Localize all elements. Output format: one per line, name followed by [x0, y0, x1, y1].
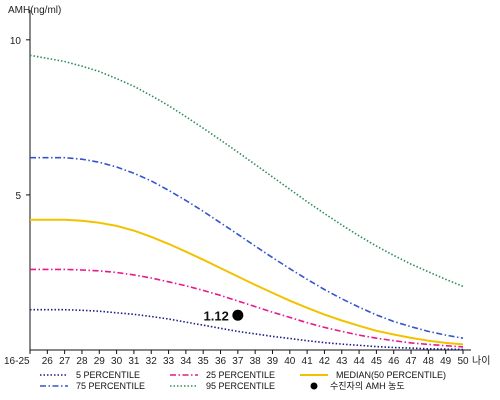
x-tick-label: 31: [128, 356, 140, 367]
y-tick-label: 5: [15, 191, 21, 202]
y-axis-title: AMH(ng/ml): [8, 5, 61, 16]
x-tick-label: 32: [146, 356, 158, 367]
x-tick-label: 30: [111, 356, 123, 367]
x-tick-label: 37: [232, 356, 244, 367]
x-tick-label: 26: [42, 356, 54, 367]
x-tick-label: 46: [388, 356, 400, 367]
x-axis-title: 나이: [472, 355, 490, 367]
series-line-25-percentile: [30, 268, 464, 348]
series-line-75-percentile: [30, 156, 464, 339]
x-tick-label: 39: [267, 356, 279, 367]
x-tick-label: 47: [405, 356, 417, 367]
x-tick-label: 27: [59, 356, 71, 367]
chart-series-layer: [29, 54, 464, 351]
x-tick-label: 16-25: [4, 356, 30, 367]
x-tick-label: 36: [215, 356, 227, 367]
x-tick-label: 42: [319, 356, 331, 367]
x-tick-label: 41: [302, 356, 314, 367]
legend-label: 95 PERCENTILE: [206, 381, 275, 391]
x-tick-label: 38: [250, 356, 262, 367]
patient-amh-value-label: 1.12: [204, 308, 229, 323]
series-line-95-percentile: [29, 54, 464, 288]
x-tick-label: 33: [163, 356, 175, 367]
x-tick-label: 48: [423, 356, 435, 367]
x-tick-label: 28: [76, 356, 88, 367]
legend-marker-swatch: [310, 382, 318, 390]
x-tick-label: 45: [371, 356, 383, 367]
x-tick-label: 40: [284, 356, 296, 367]
legend-label: MEDIAN(50 PERCENTILE): [336, 370, 446, 380]
x-tick-label: 49: [440, 356, 452, 367]
patient-amh-point: [232, 309, 244, 321]
series-line-5-percentile: [30, 308, 464, 351]
legend-label: 5 PERCENTILE: [76, 370, 140, 380]
x-tick-label: 29: [94, 356, 106, 367]
legend-label: 25 PERCENTILE: [206, 370, 275, 380]
series-line-median-50-percentile: [30, 218, 464, 346]
y-tick-label: 10: [10, 36, 22, 47]
x-tick-label: 50: [457, 356, 469, 367]
chart-axes: 5 10 16-25 26 27 28 29 30 31 32 33 34 35 36 37 38 39 40 41…: [4, 10, 471, 367]
x-tick-label: 44: [354, 356, 366, 367]
legend-marker-label: 수진자의 AMH 농도: [330, 381, 405, 391]
chart-legend: 5 PERCENTILE 25 PERCENTILE MEDIAN(50 PERCE…: [40, 370, 446, 391]
x-tick-label: 34: [180, 356, 192, 367]
x-tick-label: 43: [336, 356, 348, 367]
chart-marker-layer: 1.12: [204, 308, 244, 323]
x-tick-label: 35: [198, 356, 210, 367]
legend-label: 75 PERCENTILE: [76, 381, 145, 391]
